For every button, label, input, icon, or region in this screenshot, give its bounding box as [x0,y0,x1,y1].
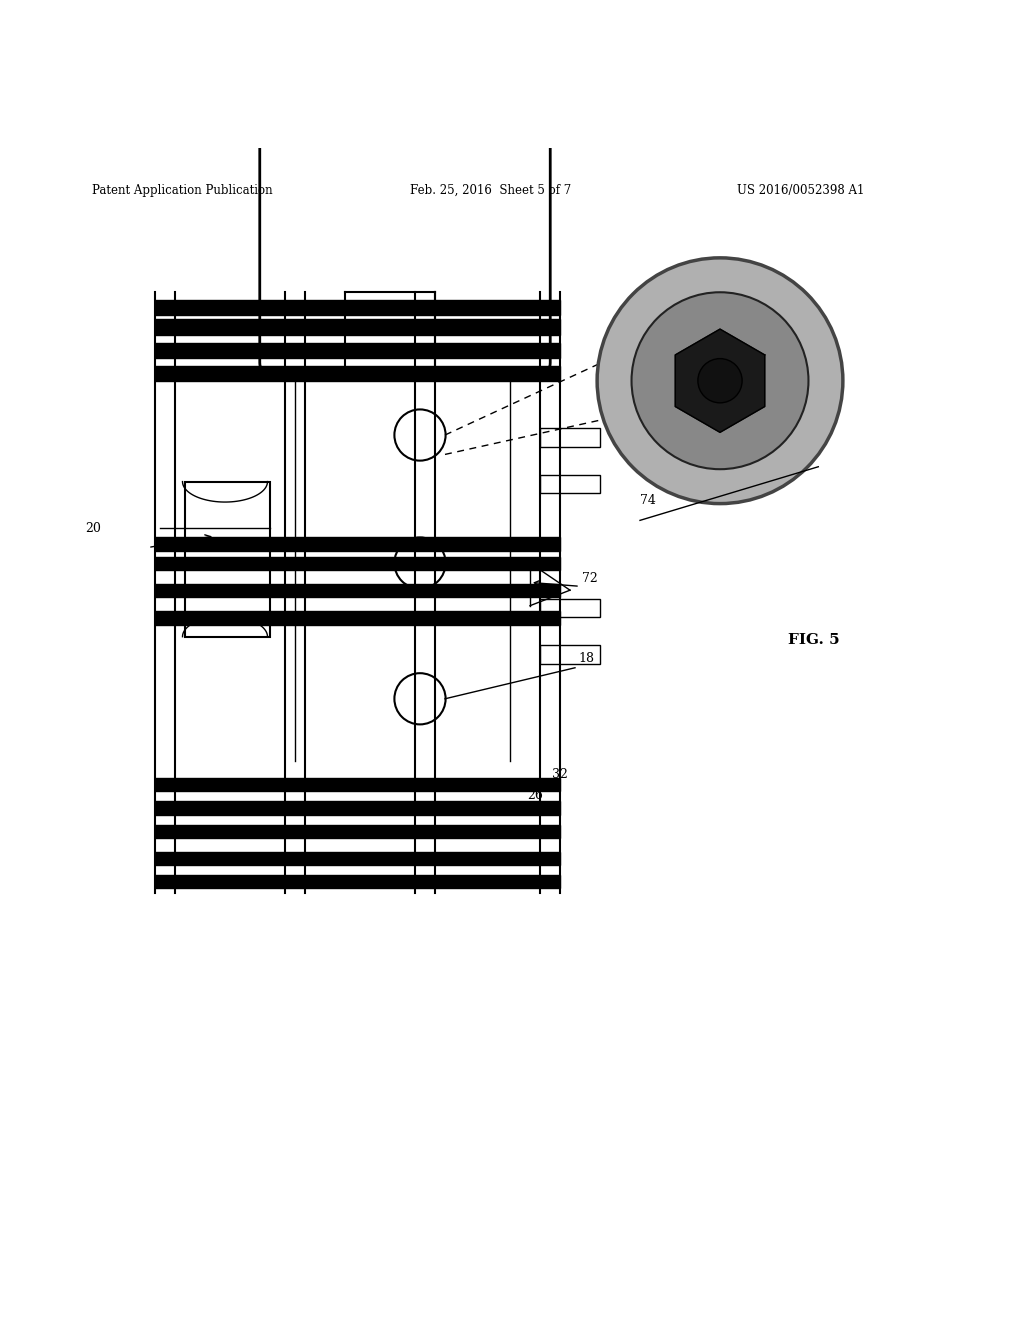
Bar [155,611,560,624]
Text: 32: 32 [552,768,568,781]
Text: Patent Application Publication: Patent Application Publication [92,183,272,197]
Bar [540,428,600,446]
Bar [155,319,560,334]
Text: FIG. 5: FIG. 5 [788,632,840,647]
Bar [155,801,560,814]
Circle shape [597,257,843,504]
Bar [155,366,560,381]
Polygon shape [675,329,765,433]
Bar [155,583,560,598]
Bar [155,537,560,550]
Bar [155,777,560,791]
Text: 26: 26 [527,789,543,803]
Bar [155,875,560,888]
Bar [155,300,560,315]
Circle shape [632,292,809,469]
Bar [540,475,600,494]
Text: 20: 20 [85,521,101,535]
Bar [155,557,560,570]
Bar [185,482,270,636]
Bar [155,825,560,838]
Circle shape [698,359,742,403]
Text: US 2016/0052398 A1: US 2016/0052398 A1 [737,183,864,197]
Bar [155,342,560,358]
Text: 18: 18 [578,652,594,665]
Bar [540,599,600,618]
Text: 72: 72 [582,572,598,585]
Bar [155,851,560,865]
Text: Feb. 25, 2016  Sheet 5 of 7: Feb. 25, 2016 Sheet 5 of 7 [410,183,570,197]
Text: 74: 74 [640,495,656,507]
Bar [540,645,600,664]
